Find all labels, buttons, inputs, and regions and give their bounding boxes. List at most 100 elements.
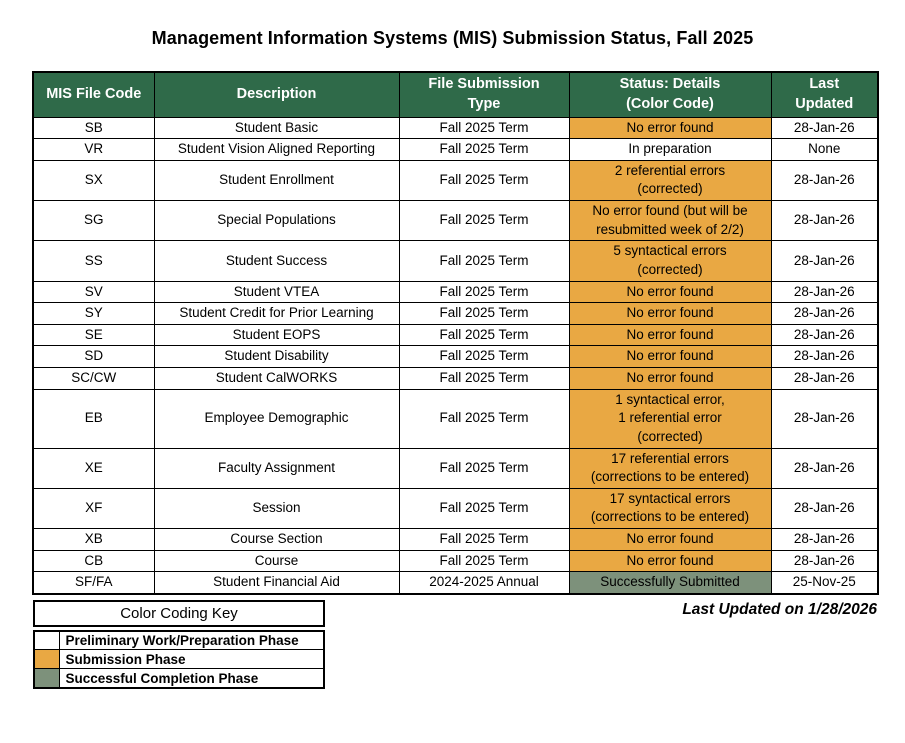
cell-file-submission-type: Fall 2025 Term: [398, 345, 570, 368]
color-key-row: Submission Phase: [33, 649, 325, 670]
cell-description: Student VTEA: [153, 280, 400, 304]
cell-last-updated: 28-Jan-26: [770, 367, 879, 390]
table-row: XF Session Fall 2025 Term 17 syntactical…: [32, 487, 879, 530]
cell-status-details: 1 syntactical error, 1 referential error…: [568, 388, 772, 449]
table-row: SG Special Populations Fall 2025 Term No…: [32, 199, 879, 242]
cell-status-details: 17 syntactical errors (corrections to be…: [568, 487, 772, 530]
cell-description: Student Financial Aid: [153, 571, 400, 595]
cell-status-details: No error found: [568, 345, 772, 368]
cell-last-updated: 28-Jan-26: [770, 116, 879, 140]
cell-mis-file-code: EB: [32, 388, 155, 449]
table-row: EB Employee Demographic Fall 2025 Term 1…: [32, 388, 879, 449]
cell-file-submission-type: Fall 2025 Term: [398, 240, 570, 282]
table-row: VR Student Vision Aligned Reporting Fall…: [32, 138, 879, 161]
cell-description: Course: [153, 549, 400, 573]
table-row: XB Course Section Fall 2025 Term No erro…: [32, 528, 879, 551]
column-header: File Submission Type: [398, 71, 570, 118]
color-key-row: Successful Completion Phase: [33, 668, 325, 689]
cell-description: Student EOPS: [153, 323, 400, 347]
cell-mis-file-code: SF/FA: [32, 571, 155, 595]
last-updated-note: Last Updated on 1/28/2026: [682, 600, 877, 618]
cell-description: Faculty Assignment: [153, 447, 400, 489]
cell-file-submission-type: Fall 2025 Term: [398, 528, 570, 551]
cell-description: Student Enrollment: [153, 159, 400, 202]
cell-last-updated: 28-Jan-26: [770, 302, 879, 325]
cell-status-details: No error found: [568, 302, 772, 325]
color-key-table: Preliminary Work/Preparation Phase Submi…: [33, 629, 325, 689]
table-body: SB Student Basic Fall 2025 Term No error…: [32, 116, 879, 595]
cell-status-details: 5 syntactical errors (corrected): [568, 240, 772, 282]
table-row: SY Student Credit for Prior Learning Fal…: [32, 302, 879, 325]
cell-status-details: No error found: [568, 528, 772, 551]
color-key-row: Preliminary Work/Preparation Phase: [33, 630, 325, 651]
cell-description: Student CalWORKS: [153, 367, 400, 390]
table-row: SX Student Enrollment Fall 2025 Term 2 r…: [32, 159, 879, 202]
cell-mis-file-code: SX: [32, 159, 155, 202]
cell-status-details: Successfully Submitted: [568, 571, 772, 595]
table-row: SE Student EOPS Fall 2025 Term No error …: [32, 323, 879, 347]
cell-file-submission-type: Fall 2025 Term: [398, 323, 570, 347]
cell-description: Special Populations: [153, 199, 400, 242]
cell-file-submission-type: Fall 2025 Term: [398, 159, 570, 202]
table-row: SC/CW Student CalWORKS Fall 2025 Term No…: [32, 367, 879, 390]
cell-description: Student Vision Aligned Reporting: [153, 138, 400, 161]
color-key-label: Successful Completion Phase: [58, 668, 325, 689]
cell-last-updated: 28-Jan-26: [770, 280, 879, 304]
page-title: Management Information Systems (MIS) Sub…: [151, 28, 754, 48]
cell-file-submission-type: Fall 2025 Term: [398, 367, 570, 390]
cell-file-submission-type: Fall 2025 Term: [398, 116, 570, 140]
cell-mis-file-code: SV: [32, 280, 155, 304]
cell-file-submission-type: Fall 2025 Term: [398, 447, 570, 489]
cell-last-updated: 28-Jan-26: [770, 240, 879, 282]
cell-file-submission-type: Fall 2025 Term: [398, 199, 570, 242]
cell-mis-file-code: CB: [32, 549, 155, 573]
cell-last-updated: 28-Jan-26: [770, 528, 879, 551]
cell-description: Employee Demographic: [153, 388, 400, 449]
color-key-swatch: [33, 630, 60, 651]
column-header: Status: Details (Color Code): [568, 71, 772, 118]
cell-description: Student Success: [153, 240, 400, 282]
cell-description: Student Credit for Prior Learning: [153, 302, 400, 325]
cell-description: Session: [153, 487, 400, 530]
cell-last-updated: None: [770, 138, 879, 161]
cell-description: Course Section: [153, 528, 400, 551]
cell-file-submission-type: Fall 2025 Term: [398, 388, 570, 449]
mis-status-table: MIS File Code Description File Submission …: [32, 71, 879, 595]
cell-file-submission-type: Fall 2025 Term: [398, 487, 570, 530]
cell-last-updated: 28-Jan-26: [770, 159, 879, 202]
table-row: SV Student VTEA Fall 2025 Term No error …: [32, 280, 879, 304]
cell-mis-file-code: SB: [32, 116, 155, 140]
cell-description: Student Disability: [153, 345, 400, 368]
cell-status-details: No error found: [568, 549, 772, 573]
cell-status-details: No error found: [568, 323, 772, 347]
cell-description: Student Basic: [153, 116, 400, 140]
cell-mis-file-code: XB: [32, 528, 155, 551]
cell-file-submission-type: Fall 2025 Term: [398, 549, 570, 573]
cell-status-details: In preparation: [568, 138, 772, 161]
table-row: SF/FA Student Financial Aid 2024-2025 An…: [32, 571, 879, 595]
color-coding-key: Color Coding Key Preliminary Work/Prepar…: [33, 599, 325, 689]
cell-mis-file-code: SC/CW: [32, 367, 155, 390]
cell-last-updated: 28-Jan-26: [770, 549, 879, 573]
table-row: SB Student Basic Fall 2025 Term No error…: [32, 116, 879, 140]
cell-mis-file-code: VR: [32, 138, 155, 161]
cell-mis-file-code: SS: [32, 240, 155, 282]
cell-last-updated: 28-Jan-26: [770, 323, 879, 347]
table-row: XE Faculty Assignment Fall 2025 Term 17 …: [32, 447, 879, 489]
cell-last-updated: 28-Jan-26: [770, 345, 879, 368]
cell-status-details: 17 referential errors (corrections to be…: [568, 447, 772, 489]
cell-status-details: No error found: [568, 116, 772, 140]
color-key-label: Preliminary Work/Preparation Phase: [58, 630, 325, 651]
cell-mis-file-code: XE: [32, 447, 155, 489]
cell-file-submission-type: Fall 2025 Term: [398, 280, 570, 304]
cell-mis-file-code: SY: [32, 302, 155, 325]
cell-status-details: No error found: [568, 367, 772, 390]
color-key-label: Submission Phase: [58, 649, 325, 670]
table-row: SD Student Disability Fall 2025 Term No …: [32, 345, 879, 368]
color-key-body: Preliminary Work/Preparation Phase Submi…: [33, 630, 325, 689]
cell-last-updated: 28-Jan-26: [770, 199, 879, 242]
cell-file-submission-type: 2024-2025 Annual: [398, 571, 570, 595]
cell-file-submission-type: Fall 2025 Term: [398, 302, 570, 325]
column-header: Description: [153, 71, 400, 118]
cell-last-updated: 25-Nov-25: [770, 571, 879, 595]
